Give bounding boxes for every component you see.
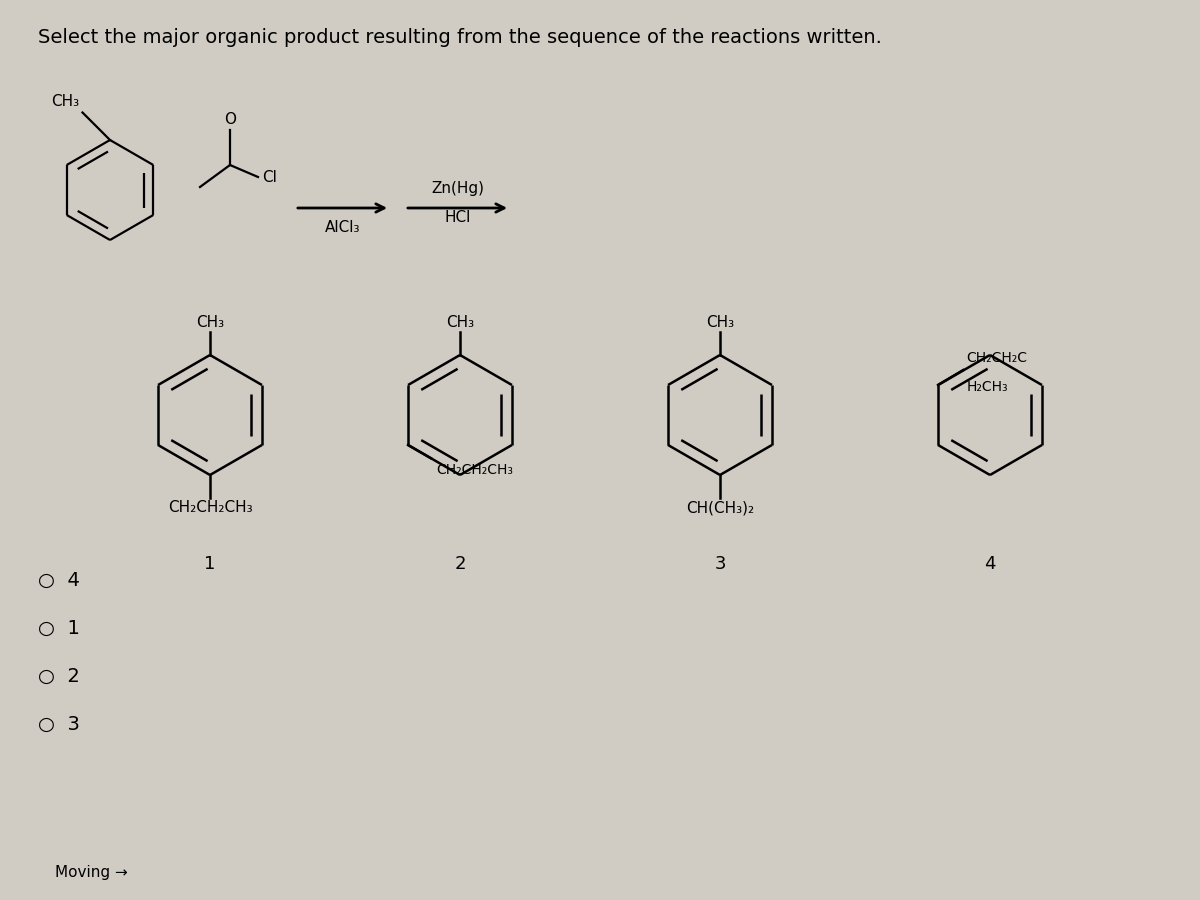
Text: CH₃: CH₃ bbox=[52, 94, 79, 110]
Text: ○  4: ○ 4 bbox=[38, 571, 80, 590]
Text: CH₃: CH₃ bbox=[706, 315, 734, 329]
Text: CH₂CH₂CH₃: CH₂CH₂CH₃ bbox=[168, 500, 252, 515]
Text: Cl: Cl bbox=[262, 169, 277, 184]
Text: Select the major organic product resulting from the sequence of the reactions wr: Select the major organic product resulti… bbox=[38, 28, 882, 47]
Text: CH₃: CH₃ bbox=[446, 315, 474, 329]
Text: ○  1: ○ 1 bbox=[38, 618, 80, 637]
Text: CH₂CH₂CH₃: CH₂CH₂CH₃ bbox=[436, 464, 512, 477]
Text: O: O bbox=[224, 112, 236, 127]
Text: 4: 4 bbox=[984, 555, 996, 573]
Text: 2: 2 bbox=[455, 555, 466, 573]
Text: CH(CH₃)₂: CH(CH₃)₂ bbox=[686, 500, 754, 515]
Text: AlCl₃: AlCl₃ bbox=[325, 220, 360, 235]
Text: CH₃: CH₃ bbox=[196, 315, 224, 329]
Text: HCl: HCl bbox=[444, 210, 470, 225]
Text: 1: 1 bbox=[204, 555, 216, 573]
Text: 3: 3 bbox=[714, 555, 726, 573]
Text: ○  3: ○ 3 bbox=[38, 715, 80, 733]
Text: Moving →: Moving → bbox=[55, 865, 127, 879]
Text: Zn(Hg): Zn(Hg) bbox=[431, 181, 484, 196]
Text: H₂CH₃: H₂CH₃ bbox=[966, 380, 1008, 394]
Text: ○  2: ○ 2 bbox=[38, 667, 80, 686]
Text: CH₂CH₂C: CH₂CH₂C bbox=[966, 351, 1027, 365]
